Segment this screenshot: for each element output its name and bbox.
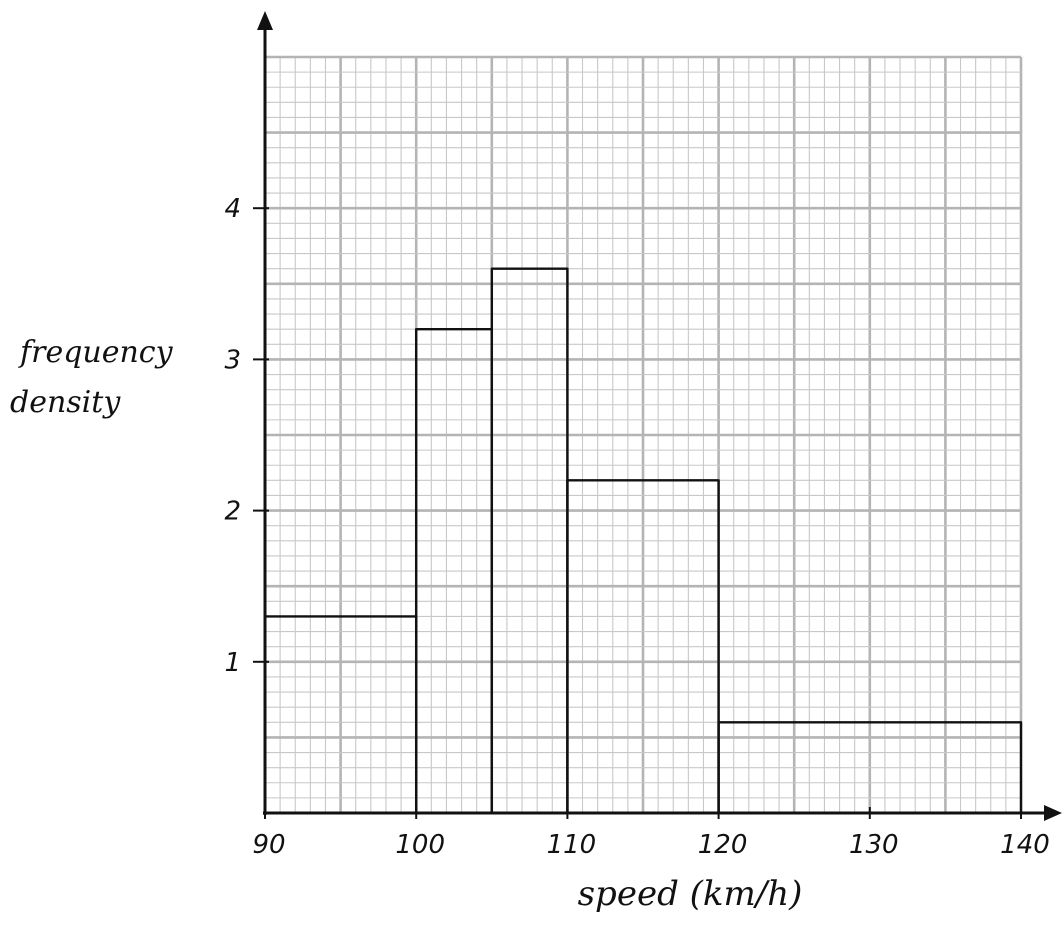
- x-tick-label: 130: [849, 830, 899, 860]
- y-axis-arrow: [257, 11, 273, 30]
- x-tick-label: 100: [395, 830, 445, 860]
- y-tick-label: 1: [224, 648, 241, 678]
- y-tick-label: 4: [224, 194, 241, 224]
- x-tick-label: 90: [252, 830, 285, 860]
- y-tick-label: 2: [224, 497, 241, 527]
- x-tick-label: 120: [698, 830, 748, 860]
- grid: [263, 55, 1023, 815]
- x-tick-label: 140: [1000, 830, 1050, 860]
- histogram-bar: [717, 721, 1023, 815]
- axes: [257, 11, 1062, 821]
- y-axis-label-line-2: density: [10, 385, 121, 420]
- y-axis-label-line-1: frequency: [18, 335, 174, 370]
- x-axis-arrow: [1044, 805, 1062, 821]
- y-tick-label: 3: [224, 345, 241, 375]
- x-axis-label: speed (km/h): [578, 874, 803, 914]
- x-tick-label: 110: [547, 830, 597, 860]
- histogram-bar: [566, 479, 720, 815]
- tick-labels: 1 2 3 4 90 100 110 120 130 140: [224, 194, 1049, 860]
